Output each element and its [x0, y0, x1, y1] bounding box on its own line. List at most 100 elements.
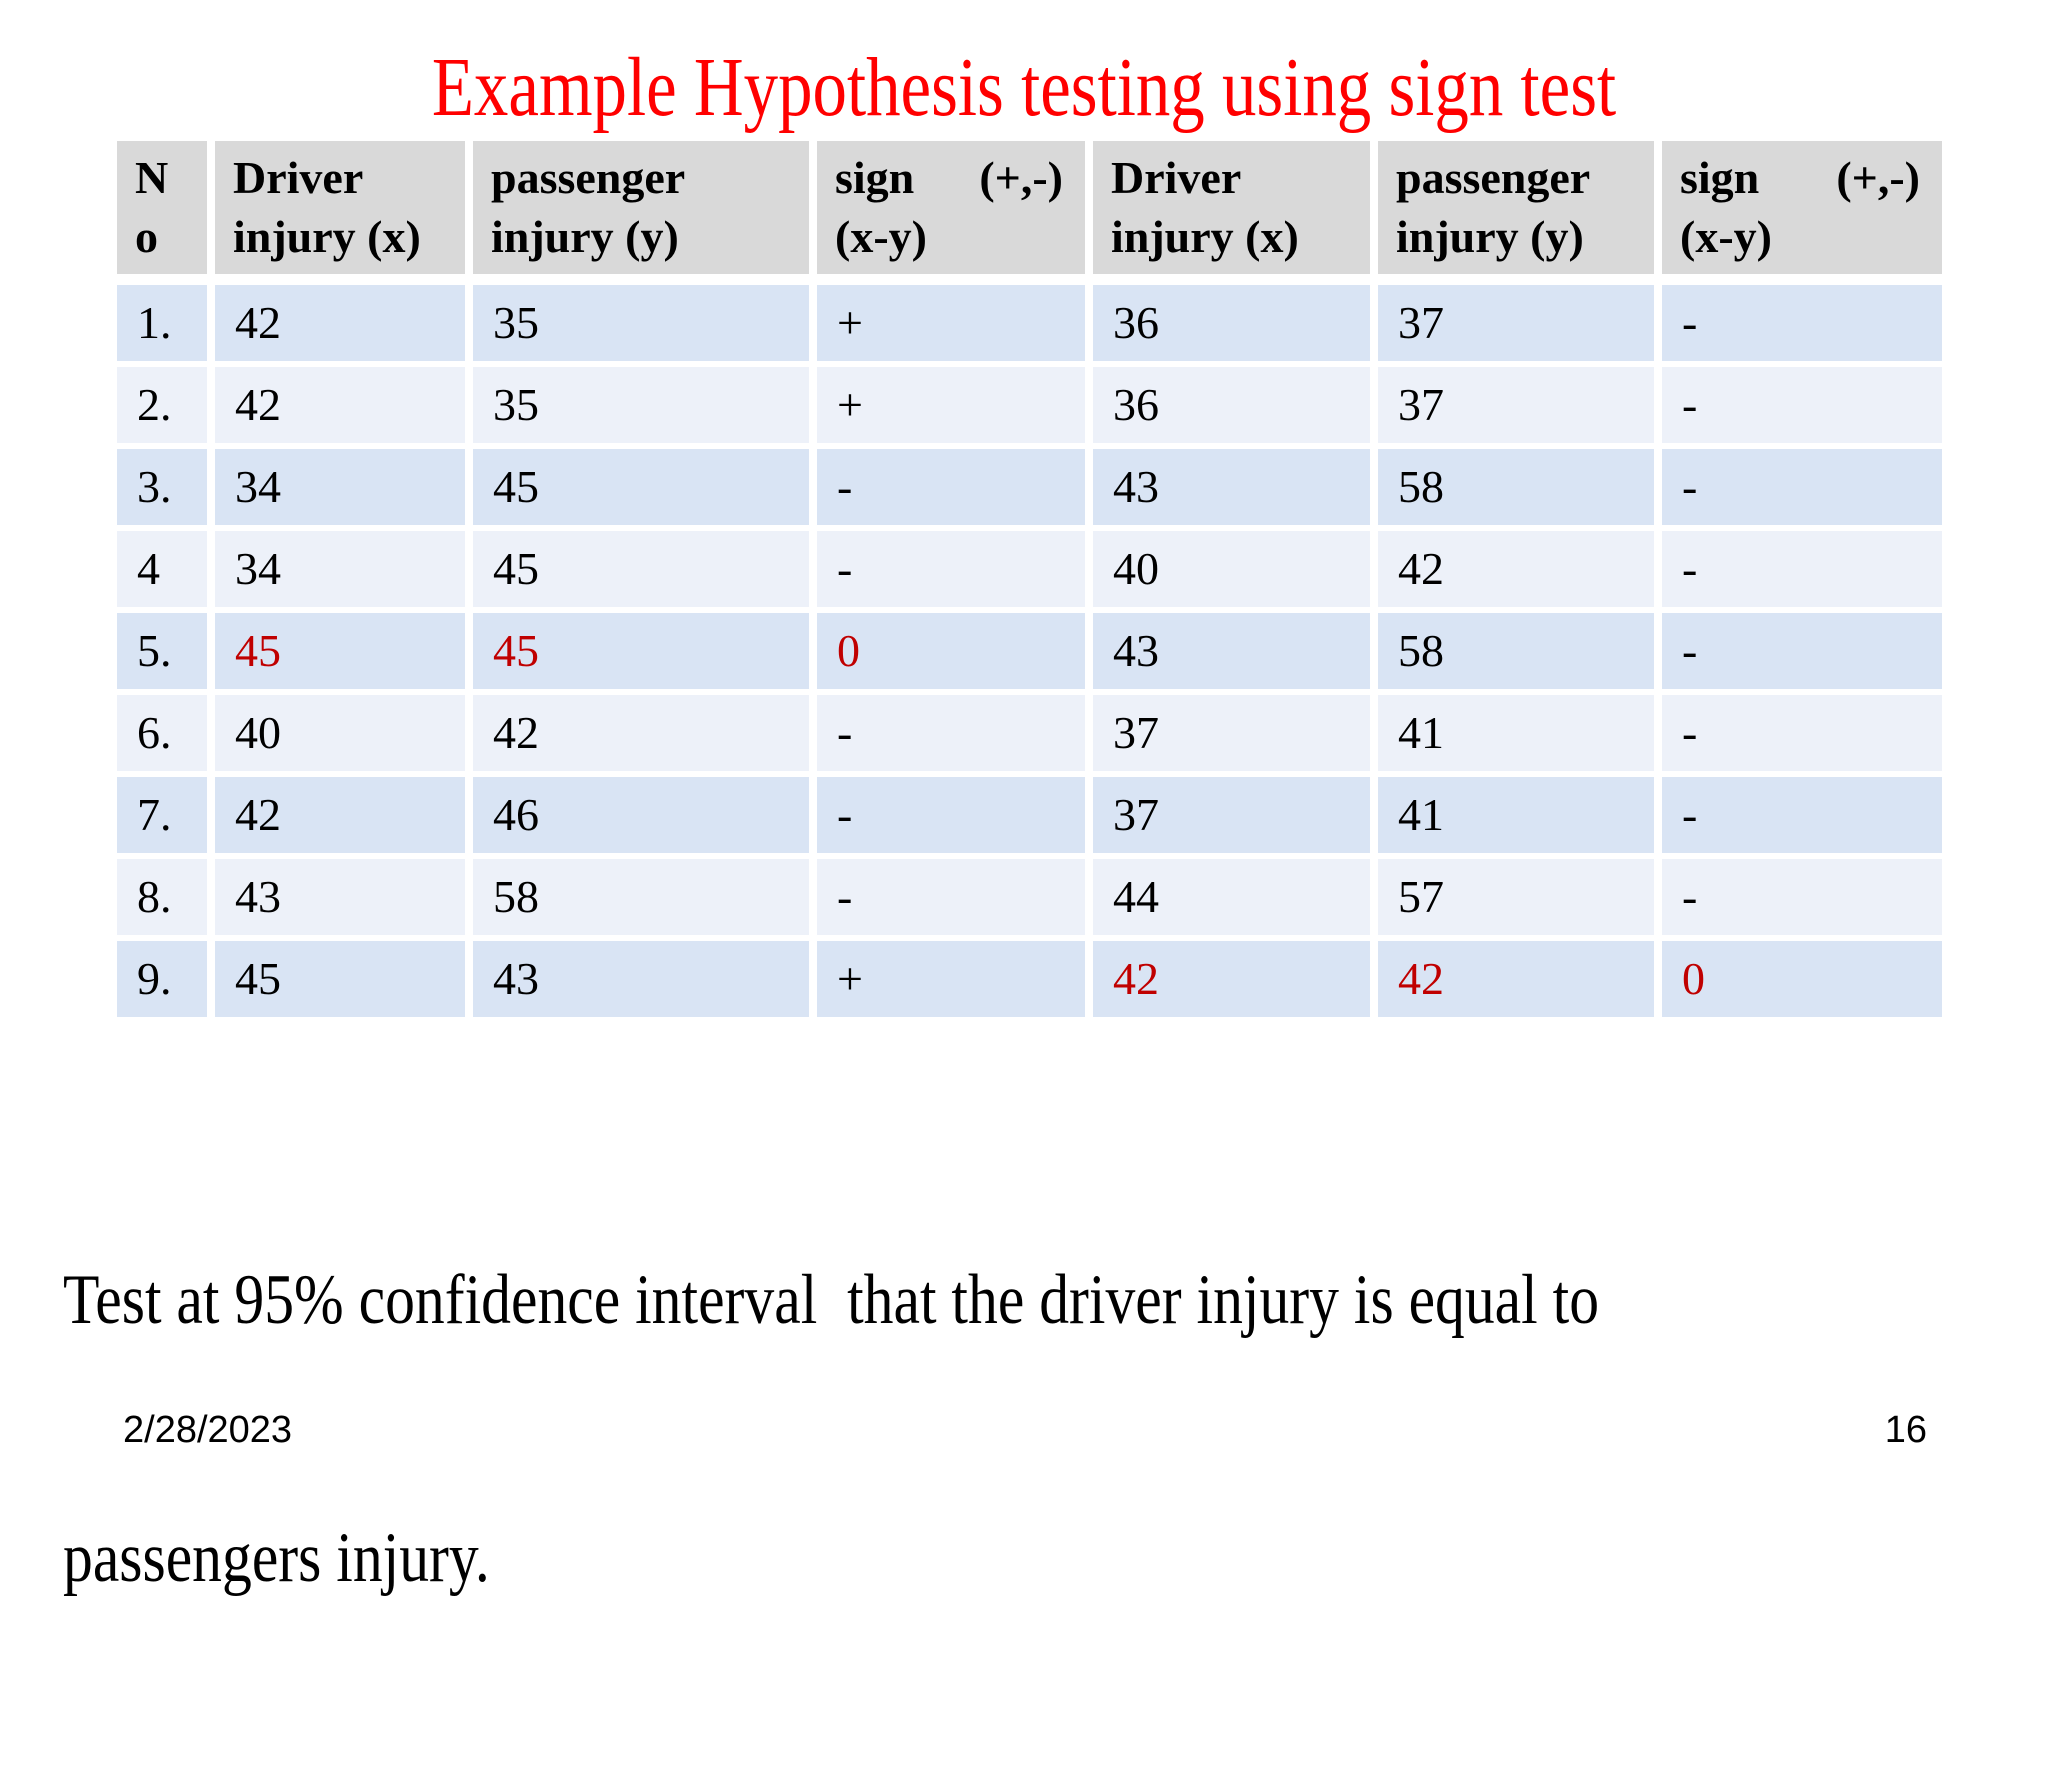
cell-y2: 57 [1378, 859, 1654, 935]
cell-x1: 43 [215, 859, 465, 935]
column-header-s2: sign (+,-) (x-y) [1662, 141, 1942, 279]
cell-no: 2. [117, 367, 207, 443]
cell-x2: 40 [1093, 531, 1370, 607]
column-header-x1: Driver injury (x) [215, 141, 465, 279]
cell-x1: 42 [215, 367, 465, 443]
page-title: Example Hypothesis testing using sign te… [431, 41, 1617, 134]
cell-y2: 58 [1378, 449, 1654, 525]
table-body: 1. 42 35 +36 37-2. 42 35 +36 37-3. 34 45-43 58-4 34 4… [117, 285, 1942, 1017]
header-line1-right: (+,-) [979, 151, 1063, 203]
body-text: Test at 95% confidence interval that the… [63, 1086, 1599, 1773]
header-line2: injury (x) [1111, 210, 1299, 262]
cell-x2: 36 [1093, 285, 1370, 361]
table-row: 6. 40 42-37 41- [117, 695, 1942, 771]
header-line2: (x-y) [835, 210, 927, 262]
cell-s1: - [817, 695, 1085, 771]
cell-s1: - [817, 777, 1085, 853]
cell-s2: - [1662, 285, 1942, 361]
body-text-line-1: Test at 95% confidence interval that the… [63, 1260, 1600, 1339]
cell-y2: 42 [1378, 531, 1654, 607]
header-line1: sign [1680, 151, 1760, 203]
cell-s1: + [817, 367, 1085, 443]
cell-y2: 41 [1378, 695, 1654, 771]
cell-x1: 34 [215, 449, 465, 525]
header-line1: Driver [233, 151, 364, 203]
column-header-x2: Driver injury (x) [1093, 141, 1370, 279]
cell-s1: - [817, 531, 1085, 607]
table-row: 5. 45 45 0 43 58- [117, 613, 1942, 689]
cell-s2: - [1662, 695, 1942, 771]
cell-x2: 37 [1093, 777, 1370, 853]
slide: Example Hypothesis testing using sign te… [63, 41, 1950, 1597]
cell-x2: 44 [1093, 859, 1370, 935]
cell-x2: 43 [1093, 613, 1370, 689]
cell-no: 1. [117, 285, 207, 361]
cell-y1: 45 [473, 531, 809, 607]
cell-y1: 42 [473, 695, 809, 771]
table-row: 1. 42 35 +36 37- [117, 285, 1942, 361]
table-row: 8. 43 58-44 57- [117, 859, 1942, 935]
cell-s1: - [817, 449, 1085, 525]
cell-s1: + [817, 941, 1085, 1017]
cell-no: 4 [117, 531, 207, 607]
cell-s2: - [1662, 777, 1942, 853]
cell-y1: 58 [473, 859, 809, 935]
cell-x1: 42 [215, 285, 465, 361]
cell-x1: 34 [215, 531, 465, 607]
cell-x2: 36 [1093, 367, 1370, 443]
cell-y2: 37 [1378, 285, 1654, 361]
footer-date: 2/28/2023 [123, 1409, 293, 1451]
table-row: 7. 42 46-37 41- [117, 777, 1942, 853]
cell-y1: 46 [473, 777, 809, 853]
cell-s2: - [1662, 367, 1942, 443]
cell-no: 9. [117, 941, 207, 1017]
cell-s1: 0 [817, 613, 1085, 689]
table-row: 3. 34 45-43 58- [117, 449, 1942, 525]
header-line2: injury (x) [233, 210, 421, 262]
cell-y2: 58 [1378, 613, 1654, 689]
cell-x2: 37 [1093, 695, 1370, 771]
header-line2: injury (y) [1396, 210, 1584, 262]
cell-s2: - [1662, 531, 1942, 607]
header-line1: passenger [1396, 151, 1591, 203]
cell-s1: + [817, 285, 1085, 361]
header-line2: o [135, 210, 158, 262]
table-row: 4 34 45-40 42- [117, 531, 1942, 607]
cell-s2: - [1662, 859, 1942, 935]
cell-no: 5. [117, 613, 207, 689]
cell-y1: 43 [473, 941, 809, 1017]
cell-x1: 42 [215, 777, 465, 853]
header-line1-right: (+,-) [1836, 151, 1920, 203]
cell-s2: - [1662, 613, 1942, 689]
cell-no: 3. [117, 449, 207, 525]
header-line2: injury (y) [491, 210, 679, 262]
cell-y1: 35 [473, 285, 809, 361]
cell-y2: 42 [1378, 941, 1654, 1017]
cell-s2: 0 [1662, 941, 1942, 1017]
cell-x2: 43 [1093, 449, 1370, 525]
cell-x1: 45 [215, 613, 465, 689]
cell-no: 8. [117, 859, 207, 935]
header-line2: (x-y) [1680, 210, 1772, 262]
page-number: 16 [1884, 1409, 1927, 1451]
cell-y1: 45 [473, 449, 809, 525]
cell-x2: 42 [1093, 941, 1370, 1017]
body-text-line-2: passengers injury. [63, 1518, 490, 1597]
column-header-y2: passenger injury (y) [1378, 141, 1654, 279]
header-line1: Driver [1111, 151, 1242, 203]
column-header-s1: sign (+,-) (x-y) [817, 141, 1085, 279]
cell-no: 6. [117, 695, 207, 771]
cell-no: 7. [117, 777, 207, 853]
table-row: 9. 45 43 +42 42 0 [117, 941, 1942, 1017]
table-row: 2. 42 35 +36 37- [117, 367, 1942, 443]
cell-y1: 35 [473, 367, 809, 443]
cell-s1: - [817, 859, 1085, 935]
cell-x1: 45 [215, 941, 465, 1017]
cell-y2: 37 [1378, 367, 1654, 443]
cell-s2: - [1662, 449, 1942, 525]
header-line1: sign [835, 151, 915, 203]
